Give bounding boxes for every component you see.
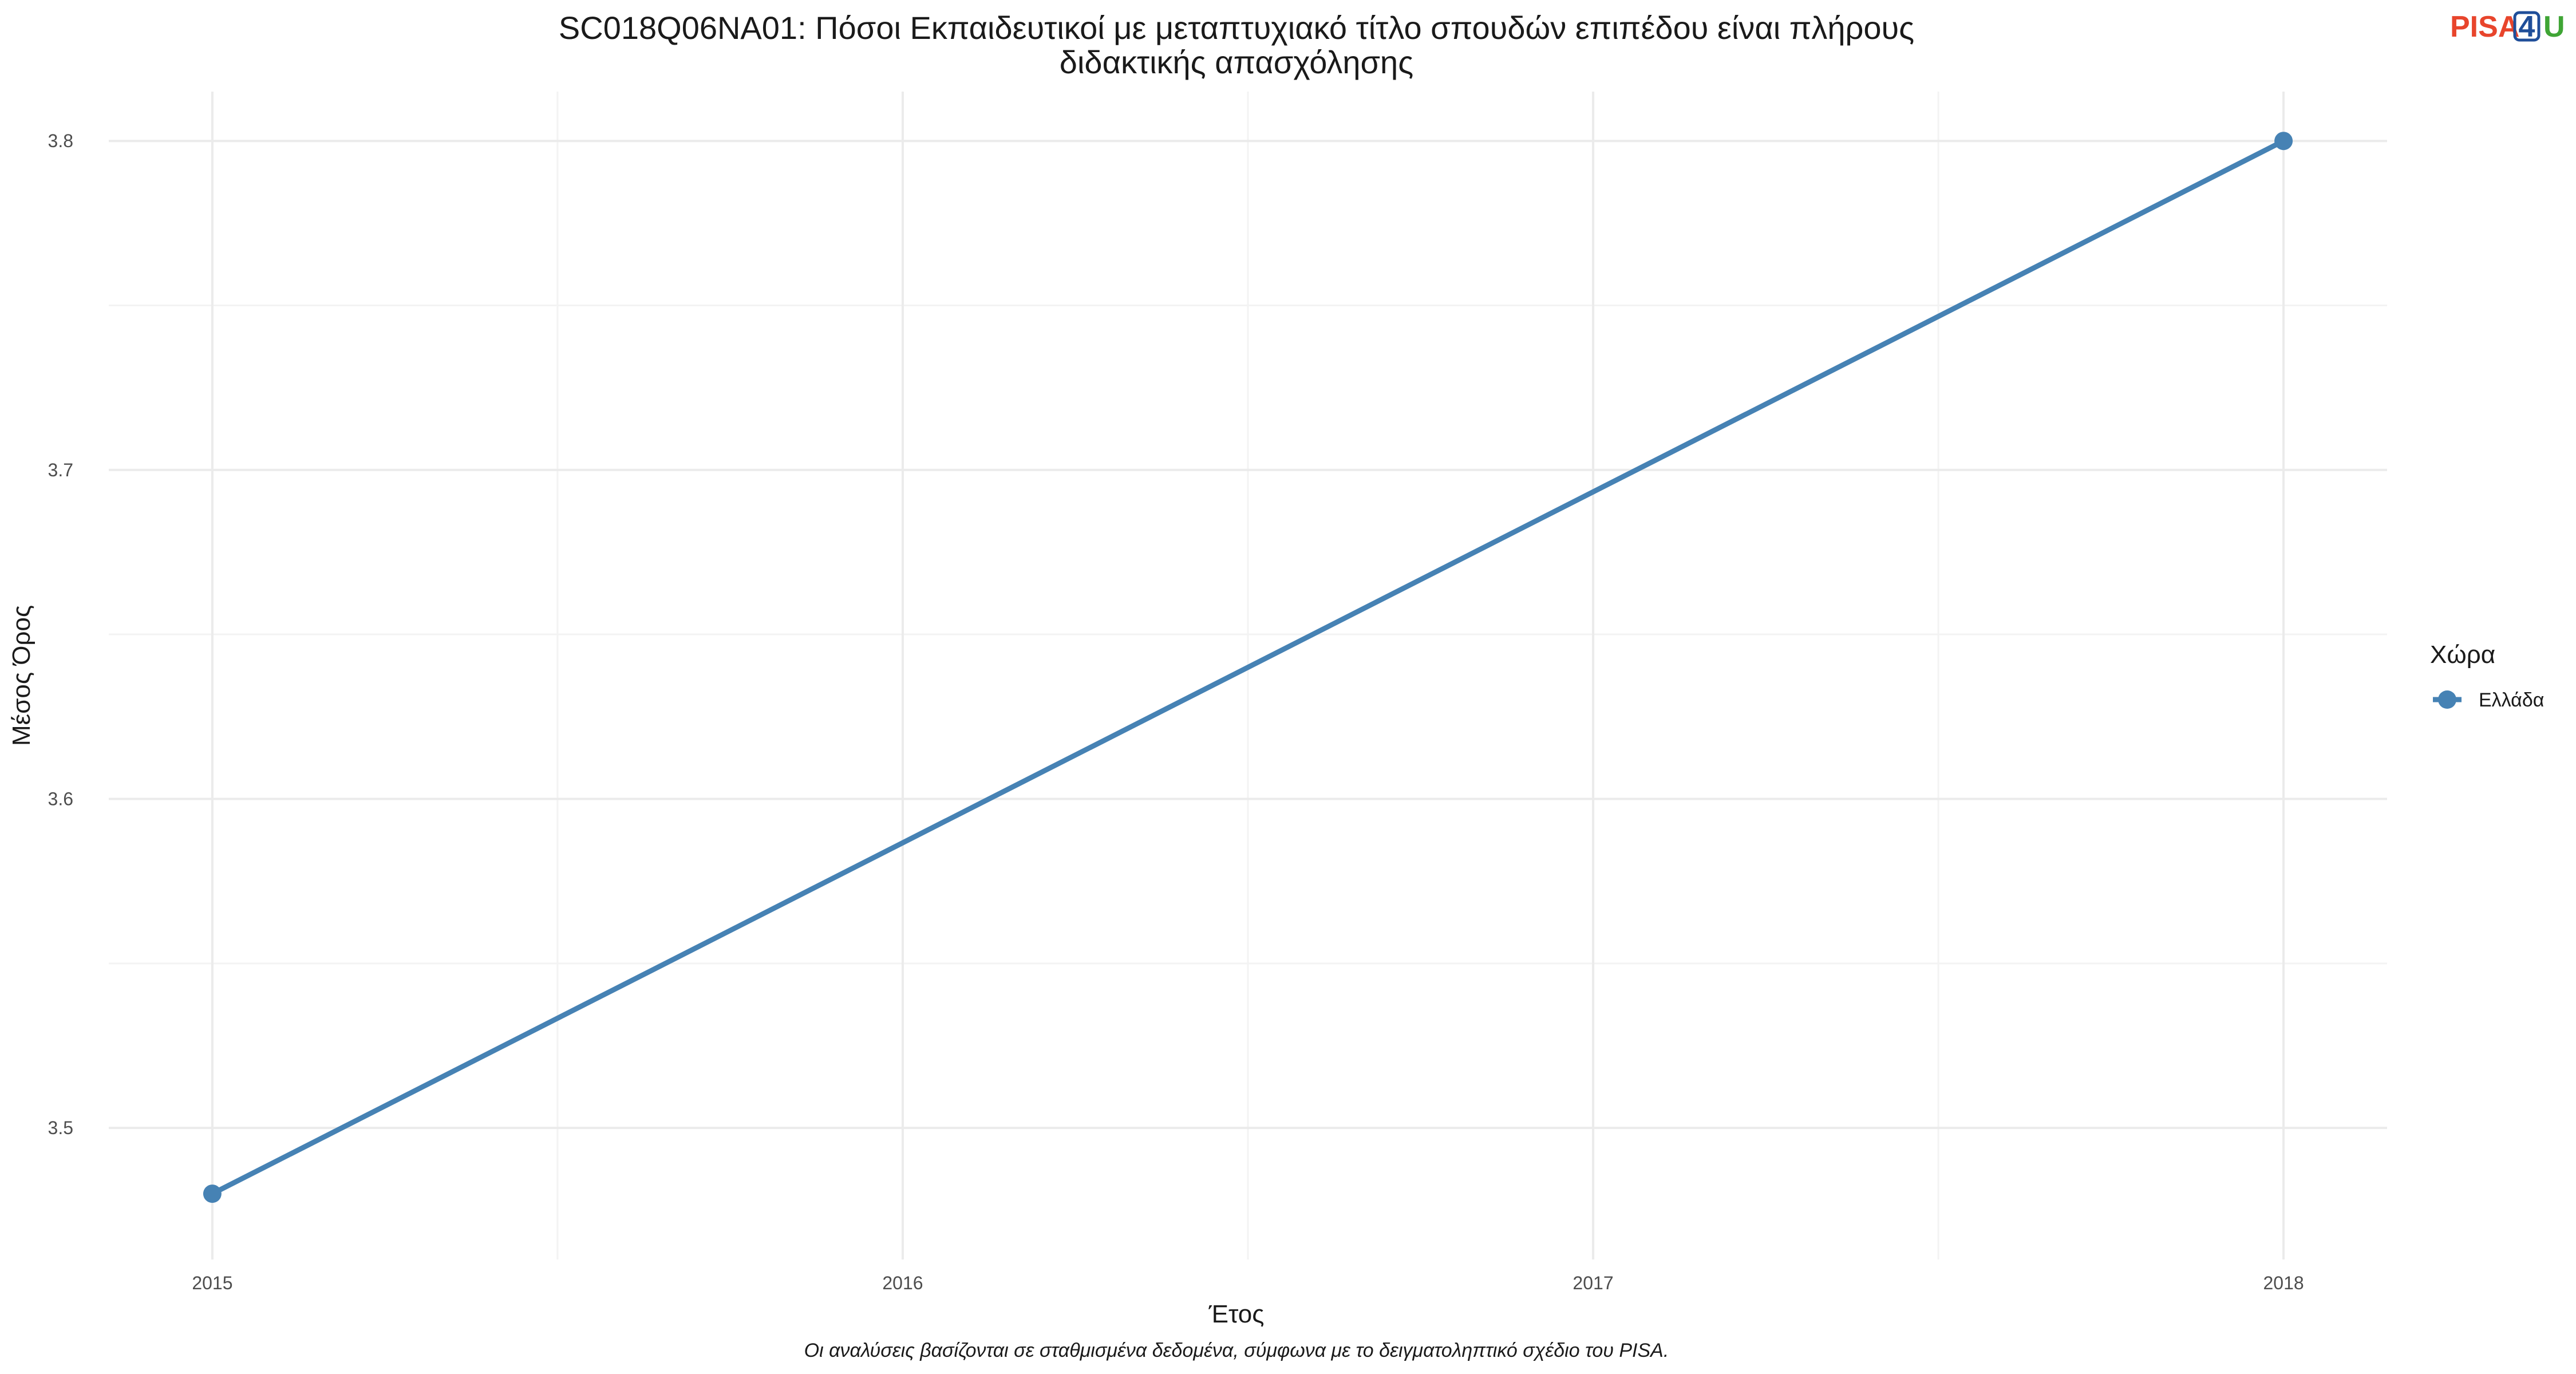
svg-text:PISA: PISA: [2450, 10, 2519, 44]
chart-title-line-2: διδακτικής απασχόλησης: [1060, 44, 1413, 80]
x-tick-label: 2017: [1573, 1273, 1613, 1293]
series-line: [210, 138, 2286, 1197]
data-point: [203, 1185, 222, 1203]
y-tick-label: 3.5: [48, 1118, 73, 1138]
chart-title-line-1: SC018Q06NA01: Πόσοι Εκπαιδευτικοί με μετ…: [559, 10, 1914, 46]
logo: PISA 4 U: [2450, 10, 2565, 44]
logo-part-4: 4: [2519, 10, 2535, 44]
x-tick-label: 2018: [2263, 1273, 2304, 1293]
legend: Χώρα Ελλάδα: [2430, 641, 2544, 711]
x-tick-label: 2016: [882, 1273, 923, 1293]
x-axis-ticks: 2015 2016 2017 2018: [192, 1273, 2304, 1293]
legend-marker: [2438, 690, 2456, 709]
legend-label: Ελλάδα: [2479, 689, 2544, 711]
x-tick-label: 2015: [192, 1273, 232, 1293]
legend-items: Ελλάδα: [2433, 689, 2544, 711]
legend-title: Χώρα: [2430, 641, 2495, 669]
grid: [109, 92, 2387, 1260]
y-tick-label: 3.7: [48, 460, 73, 480]
logo-badge: [2513, 11, 2541, 42]
x-axis-title: Έτος: [1208, 1300, 1265, 1328]
y-axis-ticks: 3.5 3.6 3.7 3.8: [48, 131, 73, 1138]
logo-part-pisa: PISA: [2450, 10, 2519, 44]
series-layer: [203, 132, 2293, 1203]
y-tick-label: 3.8: [48, 131, 73, 151]
logo-part-u: U: [2543, 10, 2565, 44]
y-axis-title: Μέσος Όρος: [7, 605, 35, 746]
chart-caption: Οι αναλύσεις βασίζονται σε σταθμισμένα δ…: [804, 1340, 1669, 1361]
chart-title: SC018Q06NA01: Πόσοι Εκπαιδευτικοί με μετ…: [559, 10, 1914, 80]
y-tick-label: 3.6: [48, 788, 73, 809]
data-point: [2274, 132, 2293, 151]
